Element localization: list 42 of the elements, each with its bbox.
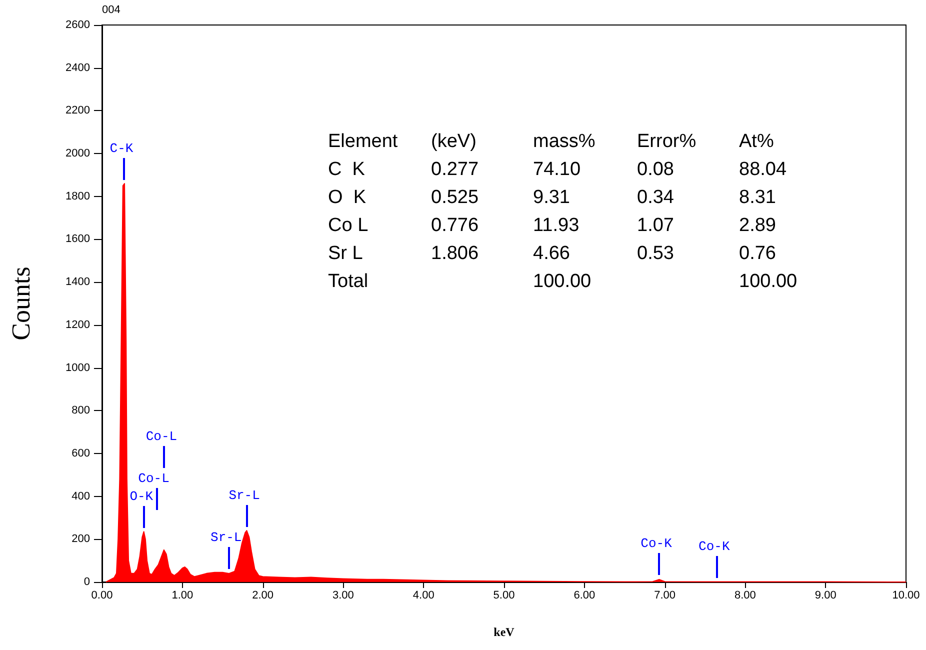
ref-line-label: C-K (110, 140, 134, 156)
x-tick-label: 9.00 (814, 590, 836, 602)
y-tick-label: 800 (72, 404, 90, 417)
y-tick-label: 2200 (66, 104, 90, 117)
y-axis-title: Counts (6, 266, 36, 340)
y-tick-label: 600 (72, 447, 90, 460)
text: Total 100.00 100.00 (328, 271, 798, 292)
ref-line-label: Co-L (146, 428, 178, 444)
ref-line-label: Co-K (640, 536, 672, 552)
y-tick-label: 200 (72, 533, 90, 546)
y-tick-label: 2400 (66, 62, 90, 74)
x-tick-label: 6.00 (574, 590, 596, 602)
y-tick-label: 1800 (66, 190, 90, 202)
x-tick-label: 10.00 (892, 590, 920, 602)
text: Co L 0.776 11.93 1.07 2.89 (328, 215, 776, 236)
x-tick-label: 1.00 (172, 590, 194, 602)
y-tick-label: 400 (72, 490, 90, 502)
text: C K 0.277 74.10 0.08 88.04 (328, 159, 787, 180)
y-tick-label: 2000 (66, 148, 90, 160)
y-tick-label: 2600 (66, 19, 90, 31)
y-tick-label: 1200 (66, 318, 90, 331)
text: O K 0.525 9.31 0.34 8.31 (328, 187, 776, 208)
ref-line-label: Co-L (138, 470, 170, 486)
ref-line-label: Sr-L (228, 488, 260, 503)
ref-line-label: Co-K (698, 539, 730, 554)
x-tick-label: 8.00 (734, 590, 756, 602)
x-axis-title: keV (494, 625, 515, 639)
y-tick-label: 1600 (66, 233, 90, 246)
x-tick-label: 3.00 (332, 590, 354, 602)
x-tick-label: 7.00 (654, 590, 676, 602)
y-tick-label: 0 (84, 576, 90, 588)
x-tick-label: 2.00 (252, 590, 274, 602)
text: Sr L 1.806 4.66 0.53 0.76 (328, 243, 776, 264)
ref-line-label: O-K (130, 488, 154, 504)
text: 004 (102, 4, 120, 16)
x-tick-label: 5.00 (493, 590, 515, 602)
y-tick-label: 1000 (66, 362, 90, 374)
ref-line-label: Sr-L (210, 530, 242, 546)
y-tick-label: 1400 (66, 276, 90, 288)
text: Element (keV) mass% Error% At% (328, 131, 774, 152)
x-tick-label: 4.00 (412, 590, 434, 602)
x-tick-label: 0.00 (91, 590, 113, 602)
